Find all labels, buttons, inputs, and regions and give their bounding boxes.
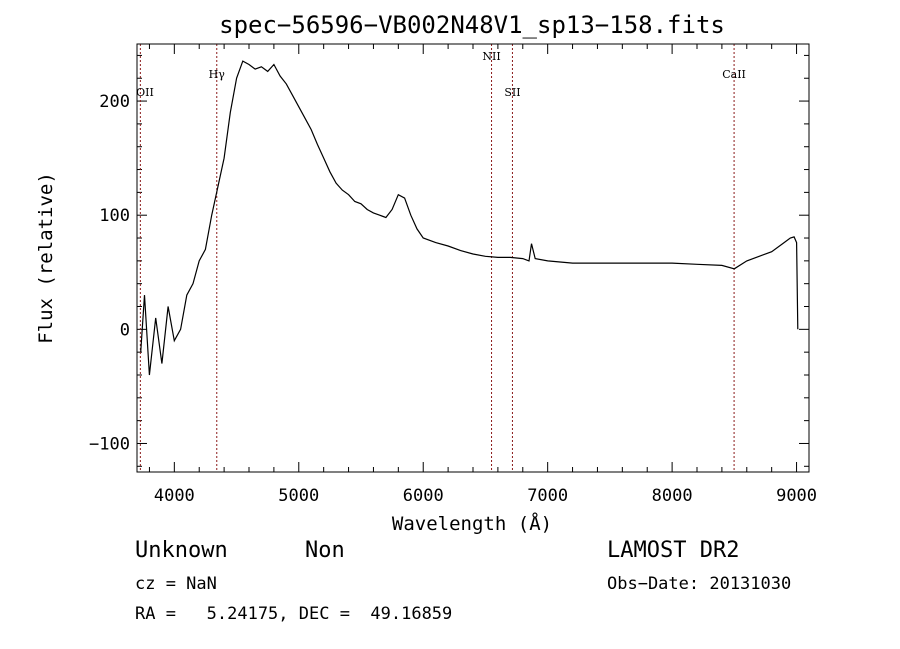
x-tick-label: 6000 bbox=[403, 486, 444, 506]
y-tick-label: −100 bbox=[89, 434, 130, 454]
plot-frame bbox=[136, 43, 810, 473]
y-tick-label: 0 bbox=[120, 320, 130, 340]
spectral-line-label: Hγ bbox=[209, 68, 226, 81]
spectral-line-label: SII bbox=[504, 86, 520, 99]
spectrum-series-line bbox=[140, 60, 799, 376]
spectral-line-label: CaII bbox=[722, 68, 746, 81]
survey-name: LAMOST DR2 bbox=[607, 538, 740, 563]
object-class: Unknown bbox=[135, 538, 228, 563]
y-tick-label: 100 bbox=[99, 206, 130, 226]
y-axis-label: Flux (relative) bbox=[35, 172, 57, 344]
x-axis-label: Wavelength (Å) bbox=[392, 512, 552, 535]
x-tick-label: 7000 bbox=[527, 486, 568, 506]
y-tick-label: 200 bbox=[99, 92, 130, 112]
x-tick-label: 8000 bbox=[652, 486, 693, 506]
spectral-line-label: OII bbox=[136, 86, 154, 99]
x-tick-label: 4000 bbox=[154, 486, 195, 506]
observation-date: Obs−Date: 20131030 bbox=[607, 574, 792, 594]
redshift-cz: cz = NaN bbox=[135, 574, 217, 594]
coordinates: RA = 5.24175, DEC = 49.16859 bbox=[135, 604, 453, 624]
object-subclass: Non bbox=[305, 538, 345, 563]
x-tick-label: 9000 bbox=[776, 486, 817, 506]
spectral-line-label: NII bbox=[482, 50, 500, 63]
x-tick-label: 5000 bbox=[278, 486, 319, 506]
chart-title: spec−56596−VB002N48V1_sp13−158.fits bbox=[219, 11, 725, 39]
